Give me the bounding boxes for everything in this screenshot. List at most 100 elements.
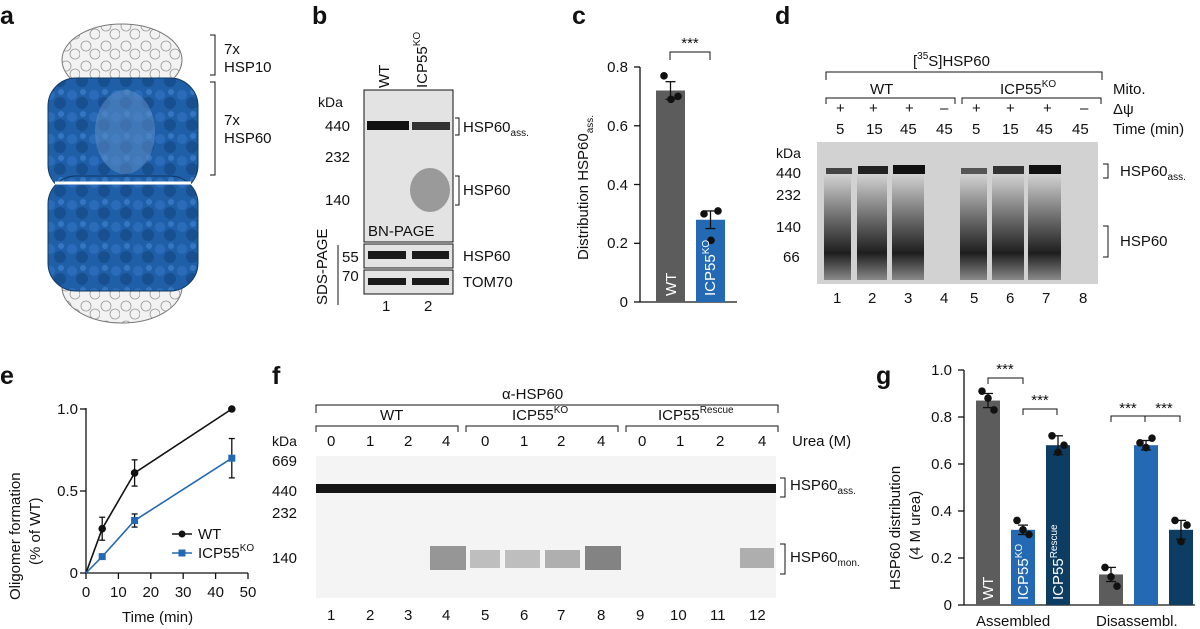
e-legend-ko: ICP55KO	[198, 543, 254, 562]
hsp60-bracket	[210, 81, 216, 176]
bn-page-label: BN-PAGE	[368, 223, 434, 240]
hsp10-label: HSP10	[224, 59, 272, 76]
f-label-hsp60ass: HSP60ass.	[790, 477, 856, 497]
e-xlabel: Time (min)	[122, 609, 193, 626]
panel-f: f α-HSP60 WT ICP55KO ICP55Rescue 0 1 2 4…	[272, 362, 860, 624]
svg-text:2: 2	[868, 290, 876, 307]
e-point-ko-1	[131, 517, 139, 525]
d-row-mito: Mito.	[1113, 81, 1146, 98]
g-ylabel-2: (4 M urea)	[907, 491, 924, 560]
f-label-hsp60mon: HSP60mon.	[790, 549, 860, 569]
g-bar-1-0	[1011, 529, 1035, 605]
e-series	[85, 405, 236, 574]
hsp10-count: 7x	[224, 41, 240, 58]
kda-label-b: kDa	[318, 94, 343, 110]
svg-text:5: 5	[972, 121, 980, 138]
svg-text:4: 4	[758, 433, 766, 450]
g-sig-bracket-1	[987, 377, 1024, 384]
g-bar-1-1	[1134, 445, 1158, 605]
bracket-hsp60ass-b	[455, 117, 460, 136]
g-bar-0-0	[976, 400, 1000, 605]
f-title-bracket	[315, 404, 779, 413]
e-legend-wt-marker	[178, 530, 186, 538]
f-bracket-ass	[780, 477, 786, 498]
band-sds-tom70-ko	[412, 278, 449, 285]
sds-page-label: SDS-PAGE	[314, 229, 331, 305]
d-bracket-hsp60	[1103, 225, 1109, 258]
g-point-0-1-1	[1107, 573, 1115, 581]
e-point-ko-2	[228, 454, 236, 462]
svg-text:4: 4	[442, 607, 450, 624]
svg-text:0: 0	[327, 433, 335, 450]
panel-c: c Distribution HSP60ass. 0 0.2 0.4 0.6 0…	[572, 2, 737, 311]
c-bar-label-ko: ICP55KO	[701, 240, 719, 296]
g-bar-label-ko: ICP55KO	[1014, 544, 1032, 600]
marker-440-b: 440	[325, 118, 350, 135]
g-sig-3: ***	[1119, 400, 1137, 417]
svg-text:0: 0	[481, 433, 489, 450]
panel-a: a 7x HSP10 7x HSP60	[0, 2, 272, 324]
f-lane-numbers: 1 2 3 4 5 6 7 8 9 10 11 12	[327, 607, 766, 624]
f-bracket-mon	[780, 543, 786, 575]
c-significance-bracket	[669, 51, 711, 60]
c-bar-wt	[656, 90, 685, 302]
band-sds-hsp60-ko	[412, 251, 449, 259]
lane-number-b-2: 2	[424, 298, 432, 315]
panel-b: b WT ICP55KO kDa BN-PAGE 440 232 140 SDS…	[312, 2, 529, 315]
svg-text:6: 6	[520, 607, 528, 624]
c-ytick-0: 0	[620, 294, 628, 311]
e-ytick-0.5: 0.5	[57, 483, 78, 500]
g-ytick-0.4: 0.4	[931, 503, 952, 520]
g-bars	[976, 400, 1193, 605]
f-kda-label: kDa	[272, 433, 297, 449]
f-marker-232: 232	[272, 505, 297, 522]
svg-text:1: 1	[520, 433, 528, 450]
hsp60-count: 7x	[224, 112, 240, 129]
c-point-0-2	[674, 92, 682, 101]
panel-letter-d: d	[775, 2, 790, 30]
g-point-2-0-1	[1054, 448, 1062, 457]
g-point-2-0-2	[1060, 441, 1068, 450]
label-tom70: TOM70	[463, 274, 513, 291]
g-error-bars-and-points	[978, 387, 1191, 590]
g-point-1-1-1	[1142, 443, 1150, 452]
hsp10-bracket	[210, 34, 216, 76]
lane-header-ko: ICP55KO	[412, 32, 431, 88]
label-hsp60-bn: HSP60	[463, 182, 511, 199]
g-group-assembled: Assembled	[976, 613, 1050, 629]
d-group-wt: WT	[870, 81, 893, 98]
svg-text:+: +	[972, 100, 981, 117]
svg-text:2: 2	[404, 433, 412, 450]
svg-text:+: +	[1043, 100, 1052, 117]
d-lanes	[824, 165, 1061, 280]
svg-text:15: 15	[1002, 121, 1019, 138]
c-ytick-0.4: 0.4	[607, 177, 628, 194]
e-xtick-20: 20	[142, 584, 159, 601]
g-bar-2-0	[1046, 445, 1070, 605]
g-point-0-0-1	[984, 394, 992, 403]
d-row-time: Time (min)	[1113, 121, 1184, 138]
g-ytick-0.2: 0.2	[931, 550, 952, 567]
e-ytick-1.0: 1.0	[57, 401, 78, 418]
c-error-bars-and-points	[660, 72, 722, 245]
c-ytick-0.8: 0.8	[607, 59, 628, 76]
d-psi-signs: + + + – + + + –	[836, 100, 1089, 117]
svg-text:5: 5	[970, 290, 978, 307]
f-western-blot	[316, 456, 776, 598]
d-marker-232: 232	[776, 187, 801, 204]
f-group-wt: WT	[380, 407, 403, 424]
g-sig-2: ***	[1031, 392, 1049, 409]
bracket-hsp60-b	[455, 175, 460, 206]
lane-number-b-1: 1	[382, 298, 390, 315]
svg-text:–: –	[940, 100, 949, 117]
svg-text:3: 3	[404, 607, 412, 624]
svg-text:1: 1	[833, 290, 841, 307]
g-sig-bracket-4	[1144, 415, 1181, 422]
g-point-1-0-1	[1019, 526, 1027, 534]
e-point-wt-1	[130, 469, 139, 477]
svg-text:6: 6	[1006, 290, 1014, 307]
g-group-disassembled: Disassembl.	[1096, 613, 1178, 629]
panel-d: d [35S]HSP60 WT ICP55KO Mito. Δψ Time (m…	[775, 2, 1186, 307]
e-legend-wt: WT	[198, 526, 221, 543]
band-sds-hsp60-wt	[368, 251, 406, 259]
